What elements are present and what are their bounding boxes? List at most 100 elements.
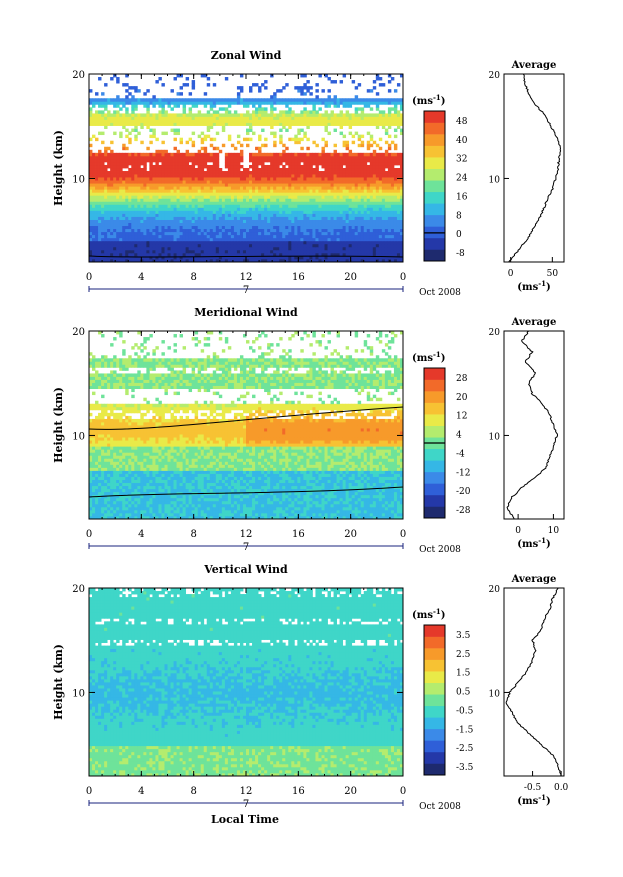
heatmap-cell — [101, 162, 104, 165]
heatmap-cell — [334, 171, 337, 174]
heatmap-cell — [243, 235, 246, 238]
heatmap-cell — [328, 101, 331, 104]
heatmap-cell — [131, 177, 134, 180]
heatmap-cell — [321, 186, 324, 189]
heatmap-cell — [397, 183, 400, 186]
heatmap-cell — [116, 104, 119, 107]
heatmap-cell — [158, 183, 161, 186]
heatmap-cell — [122, 241, 125, 244]
heatmap-cell — [92, 101, 95, 104]
heatmap-cell — [234, 241, 237, 244]
heatmap-cell — [367, 207, 370, 210]
heatmap-cell — [388, 168, 391, 171]
heatmap-cell — [312, 141, 315, 144]
heatmap-cell — [207, 207, 210, 210]
heatmap-cell — [174, 238, 177, 241]
heatmap-cell — [225, 247, 228, 250]
heatmap-cell — [243, 217, 246, 220]
heatmap-cell — [355, 217, 358, 220]
heatmap-cell — [312, 204, 315, 207]
heatmap-cell — [303, 207, 306, 210]
heatmap-cell — [158, 223, 161, 226]
heatmap-cell — [261, 226, 264, 229]
heatmap-cell — [309, 174, 312, 177]
heatmap-cell — [198, 171, 201, 174]
heatmap-cell — [198, 207, 201, 210]
heatmap-cell — [367, 171, 370, 174]
heatmap-cell — [246, 226, 249, 229]
heatmap-cell — [152, 217, 155, 220]
heatmap-cell — [107, 101, 110, 104]
heatmap-cell — [376, 192, 379, 195]
heatmap-cell — [388, 244, 391, 247]
heatmap-cell — [137, 156, 140, 159]
heatmap-cell — [210, 101, 213, 104]
heatmap-cell — [158, 198, 161, 201]
heatmap-cell — [294, 189, 297, 192]
heatmap-cell — [140, 241, 143, 244]
heatmap-cell — [122, 186, 125, 189]
heatmap-cell — [116, 119, 119, 122]
heatmap-cell — [261, 183, 264, 186]
date-label: Oct 2008 — [419, 288, 461, 298]
heatmap-cell — [195, 116, 198, 119]
heatmap-cell — [349, 113, 352, 116]
heatmap-cell — [164, 220, 167, 223]
heatmap-cell — [349, 168, 352, 171]
heatmap-cell — [143, 171, 146, 174]
heatmap-cell — [370, 217, 373, 220]
heatmap-cell — [164, 165, 167, 168]
heatmap-cell — [273, 135, 276, 138]
heatmap-cell — [252, 223, 255, 226]
heatmap-cell — [143, 210, 146, 213]
heatmap-cell — [128, 138, 131, 141]
heatmap-cell — [134, 116, 137, 119]
heatmap-cell — [306, 98, 309, 101]
heatmap-cell — [104, 241, 107, 244]
heatmap-cell — [300, 186, 303, 189]
heatmap-cell — [161, 229, 164, 232]
heatmap-cell — [285, 129, 288, 132]
heatmap-cell — [379, 207, 382, 210]
heatmap-cell — [98, 110, 101, 113]
heatmap-cell — [388, 204, 391, 207]
heatmap-cell — [180, 119, 183, 122]
heatmap-cell — [149, 195, 152, 198]
heatmap-cell — [249, 195, 252, 198]
heatmap-cell — [385, 244, 388, 247]
heatmap-cell — [110, 77, 113, 80]
heatmap-cell — [183, 198, 186, 201]
heatmap-cell — [225, 229, 228, 232]
heatmap-cell — [288, 113, 291, 116]
heatmap-cell — [177, 162, 180, 165]
heatmap-cell — [177, 177, 180, 180]
heatmap-cell — [337, 192, 340, 195]
heatmap-cell — [309, 101, 312, 104]
heatmap-cell — [334, 129, 337, 132]
heatmap-cell — [270, 232, 273, 235]
heatmap-cell — [246, 104, 249, 107]
heatmap-cell — [134, 223, 137, 226]
heatmap-cell — [334, 159, 337, 162]
heatmap-cell — [349, 189, 352, 192]
heatmap-cell — [249, 253, 252, 256]
heatmap-cell — [361, 153, 364, 156]
heatmap-cell — [116, 223, 119, 226]
heatmap-cell — [273, 113, 276, 116]
heatmap-cell — [373, 113, 376, 116]
heatmap-cell — [152, 174, 155, 177]
heatmap-cell — [180, 162, 183, 165]
heatmap-cell — [367, 183, 370, 186]
heatmap-cell — [186, 198, 189, 201]
heatmap-cell — [267, 192, 270, 195]
heatmap-cell — [321, 201, 324, 204]
heatmap-cell — [171, 183, 174, 186]
heatmap-cell — [267, 232, 270, 235]
heatmap-cell — [192, 180, 195, 183]
heatmap-cell — [358, 207, 361, 210]
heatmap-cell — [306, 241, 309, 244]
heatmap-cell — [171, 89, 174, 92]
heatmap-cell — [294, 229, 297, 232]
heatmap-cell — [252, 113, 255, 116]
heatmap-cell — [192, 153, 195, 156]
